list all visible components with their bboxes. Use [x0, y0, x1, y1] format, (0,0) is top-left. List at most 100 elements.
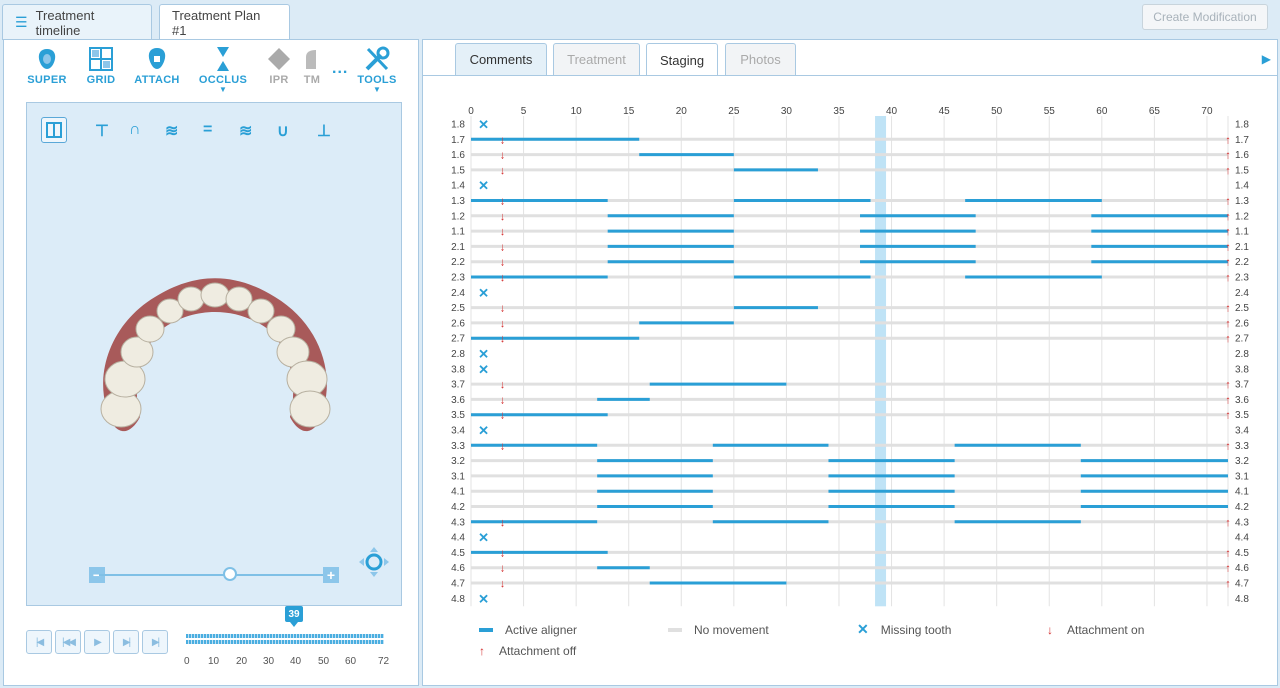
- attachment-off-icon: ↑: [1225, 379, 1231, 391]
- attachment-off-icon: ↑: [1225, 578, 1231, 590]
- tooth-icon: [38, 49, 56, 69]
- tooth-label-right: 2.6: [1235, 318, 1249, 329]
- chevron-down-icon: ▼: [373, 85, 381, 94]
- zoom-out-button[interactable]: −: [89, 567, 105, 583]
- attachment-off-icon: ↑: [1225, 318, 1231, 330]
- tooth-label-right: 4.1: [1235, 487, 1249, 498]
- tool-grid[interactable]: GRID: [76, 44, 126, 86]
- missing-tooth-icon: ✕: [478, 362, 489, 377]
- 3d-viewer[interactable]: ⊤ ∩ ≋ = ≋ ∪ ⊥ −: [26, 102, 402, 606]
- play-button[interactable]: ▶: [84, 630, 110, 654]
- x-tick-label: 45: [939, 106, 951, 117]
- zoom-in-button[interactable]: +: [323, 567, 339, 583]
- tooth-label: 3.7: [451, 380, 465, 391]
- view-front-icon[interactable]: =: [203, 121, 213, 138]
- attachment-off-icon: ↑: [1225, 150, 1231, 162]
- tooth-label: 4.3: [451, 517, 465, 528]
- collapse-arrow-icon[interactable]: ▶: [1261, 52, 1271, 66]
- legend-missing: ✕ Missing tooth: [857, 621, 951, 638]
- more-tools-icon[interactable]: ...: [332, 60, 349, 77]
- viewer-panel: SUPER GRID ATTACH OCCLUS ▼ IPR TM ... TO…: [3, 39, 419, 686]
- tooth-label-right: 4.3: [1235, 517, 1249, 528]
- attachment-on-icon: ↓: [500, 272, 506, 284]
- view-lower-arch-icon[interactable]: ∪: [277, 123, 289, 140]
- attachment-off-icon: ↑: [1225, 410, 1231, 422]
- tooth-label: 2.2: [451, 257, 465, 268]
- tooth-label-right: 1.4: [1235, 181, 1249, 192]
- tab-comments[interactable]: Comments: [455, 43, 547, 75]
- staging-chart[interactable]: 0 5 10 15 20 25 30 35 40 45 50 55 60 65 70 1.8 1.8 ✕ 1.7 1.…: [423, 100, 1279, 620]
- tooth-label: 4.7: [451, 579, 465, 590]
- orientation-icon[interactable]: [359, 547, 389, 577]
- stage-tick: 50: [318, 656, 330, 667]
- missing-tooth-icon: ✕: [478, 117, 489, 132]
- tooth-label: 4.1: [451, 487, 465, 498]
- x-tick-label: 5: [521, 106, 527, 117]
- tooth-label-right: 1.7: [1235, 135, 1249, 146]
- tooth-label: 1.3: [451, 196, 465, 207]
- tab-treatment-plan[interactable]: Treatment Plan #1: [159, 4, 290, 41]
- tool-label: OCCLUS: [198, 74, 248, 86]
- first-stage-button[interactable]: |◀: [26, 630, 52, 654]
- current-stage-marker[interactable]: 39: [285, 606, 303, 627]
- zoom-slider-knob[interactable]: [223, 567, 237, 581]
- tool-occlusion[interactable]: OCCLUS ▼: [198, 44, 248, 94]
- tooth-label: 4.5: [451, 548, 465, 559]
- view-left-icon[interactable]: ≋: [239, 123, 253, 140]
- legend-no-movement: No movement: [668, 623, 769, 637]
- tm-icon: [306, 50, 316, 69]
- tab-staging[interactable]: Staging: [646, 43, 718, 76]
- stage-tick: 20: [236, 656, 248, 667]
- tooth-label: 2.1: [451, 242, 465, 253]
- attachment-on-icon: ↓: [500, 318, 506, 330]
- tooth-label: 2.8: [451, 349, 465, 360]
- attachment-off-icon: ↑: [1225, 257, 1231, 269]
- next-stage-button[interactable]: ▶|: [113, 630, 139, 654]
- attachment-on-icon: ↓: [500, 196, 506, 208]
- zoom-slider[interactable]: [99, 574, 329, 576]
- no-movement-swatch: [668, 628, 682, 632]
- tool-ipr[interactable]: IPR: [254, 44, 304, 86]
- tooth-label: 3.8: [451, 364, 465, 375]
- tool-label: TM: [303, 74, 321, 86]
- tool-super[interactable]: SUPER: [22, 44, 72, 86]
- x-tick-label: 30: [781, 106, 793, 117]
- ipr-icon: [268, 48, 290, 70]
- last-stage-button[interactable]: ▶|: [142, 630, 168, 654]
- tab-photos[interactable]: Photos: [725, 43, 796, 75]
- view-arch-icon[interactable]: ∩: [129, 121, 141, 138]
- tool-tm[interactable]: TM: [298, 44, 326, 86]
- legend-label: Attachment on: [1067, 623, 1145, 637]
- missing-tooth-icon: ✕: [857, 621, 869, 637]
- view-bottom-icon[interactable]: ⊥: [317, 123, 331, 140]
- tooth-label-right: 3.6: [1235, 395, 1249, 406]
- attachment-on-icon: ↓: [500, 379, 506, 391]
- stage-scrubber[interactable]: [186, 634, 384, 646]
- x-tick-label: 35: [833, 106, 845, 117]
- tab-treatment[interactable]: Treatment: [553, 43, 640, 75]
- legend-label: Active aligner: [505, 623, 578, 637]
- view-top-icon[interactable]: ⊤: [95, 123, 109, 140]
- attachment-on-icon: ↓: [500, 241, 506, 253]
- tooth-label-right: 3.8: [1235, 364, 1249, 375]
- legend-active: Active aligner: [479, 623, 577, 637]
- tool-tools[interactable]: TOOLS ▼: [352, 44, 402, 94]
- split-view-button[interactable]: [41, 117, 67, 143]
- attachment-off-icon: ↑: [1225, 226, 1231, 238]
- view-right-icon[interactable]: ≋: [165, 123, 179, 140]
- stage-tick: 40: [290, 656, 302, 667]
- tooth-label: 2.6: [451, 318, 465, 329]
- tooth-label-right: 4.4: [1235, 533, 1249, 544]
- chevron-down-icon: ▼: [219, 85, 227, 94]
- attachment-on-icon: ↓: [500, 333, 506, 345]
- create-modification-button[interactable]: Create Modification: [1142, 4, 1268, 30]
- attachment-on-icon: ↓: [500, 410, 506, 422]
- tooth-label-right: 4.8: [1235, 594, 1249, 605]
- prev-stage-button[interactable]: |◀◀: [55, 630, 81, 654]
- tab-treatment-timeline[interactable]: ☰ Treatment timeline: [2, 4, 152, 40]
- tool-attach[interactable]: ATTACH: [132, 44, 182, 86]
- tooth-label: 1.4: [451, 181, 465, 192]
- tool-label: GRID: [86, 74, 116, 86]
- tab-divider: [423, 75, 1277, 76]
- tooth-label-right: 1.2: [1235, 211, 1249, 222]
